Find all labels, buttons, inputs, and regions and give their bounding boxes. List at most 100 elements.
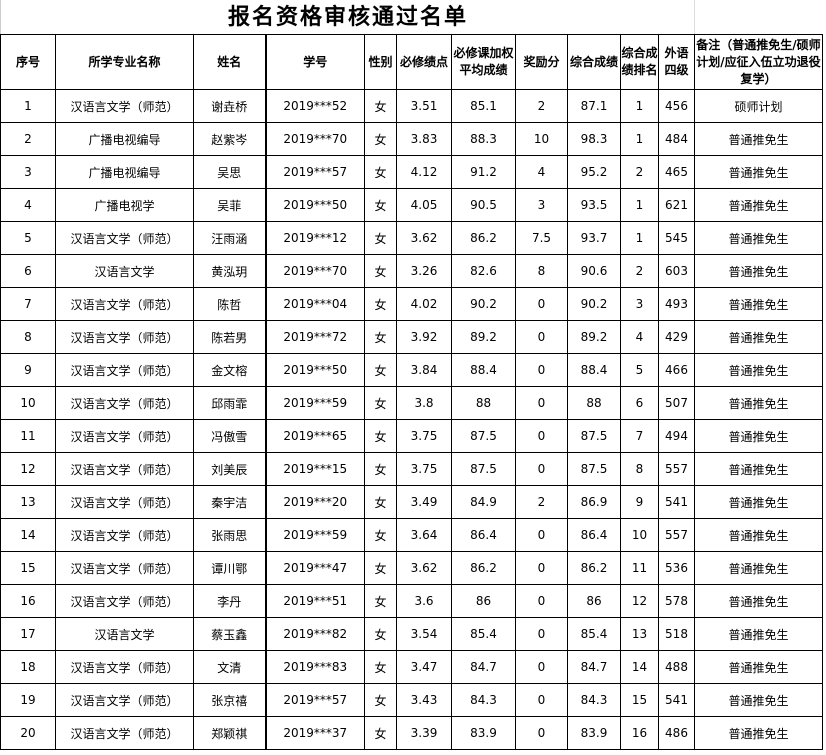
cell-note[interactable]: 普通推免生 [694,188,823,222]
cell-name[interactable]: 刘美辰 [193,452,267,486]
cell-gpa[interactable]: 3.64 [396,518,452,552]
cell-note[interactable]: 普通推免生 [694,485,823,519]
cell-student-id[interactable]: 2019***57 [265,683,365,717]
cell-student-id[interactable]: 2019***50 [265,188,365,222]
cell-name[interactable]: 蔡玉鑫 [193,617,267,651]
cell-note[interactable]: 普通推免生 [694,650,823,684]
cell-rank[interactable]: 8 [620,452,659,486]
cell-note[interactable]: 普通推免生 [694,584,823,618]
cell-name[interactable]: 赵紫岑 [193,122,267,156]
cell-bonus[interactable]: 0 [515,287,568,321]
cell-major[interactable]: 汉语言文学 [55,254,194,288]
cell-rank[interactable]: 1 [620,122,659,156]
cell-cet4[interactable]: 557 [658,518,695,552]
cell-rank[interactable]: 1 [620,188,659,222]
cell-cet4[interactable]: 488 [658,650,695,684]
cell-name[interactable]: 汪雨涵 [193,221,267,255]
cell-note[interactable]: 普通推免生 [694,122,823,156]
cell-gpa[interactable]: 3.62 [396,221,452,255]
cell-bonus[interactable]: 0 [515,518,568,552]
cell-gpa[interactable]: 3.84 [396,353,452,387]
cell-total-score[interactable]: 89.2 [567,320,621,354]
cell-major[interactable]: 汉语言文学（师范） [55,551,194,585]
cell-gpa[interactable]: 3.8 [396,386,452,420]
cell-rank[interactable]: 1 [620,89,659,123]
cell-rank[interactable]: 13 [620,617,659,651]
cell-cet4[interactable]: 536 [658,551,695,585]
cell-note[interactable]: 普通推免生 [694,353,823,387]
cell-note[interactable]: 普通推免生 [694,287,823,321]
cell-seq[interactable]: 2 [0,122,56,156]
cell-gpa[interactable]: 4.02 [396,287,452,321]
cell-gender[interactable]: 女 [364,221,397,255]
cell-gpa[interactable]: 3.43 [396,683,452,717]
cell-cet4[interactable]: 578 [658,584,695,618]
cell-seq[interactable]: 17 [0,617,56,651]
cell-bonus[interactable]: 0 [515,320,568,354]
cell-rank[interactable]: 14 [620,650,659,684]
cell-bonus[interactable]: 0 [515,683,568,717]
cell-note[interactable]: 普通推免生 [694,617,823,651]
cell-major[interactable]: 汉语言文学（师范） [55,287,194,321]
cell-major[interactable]: 汉语言文学（师范） [55,650,194,684]
cell-total-score[interactable]: 95.2 [567,155,621,189]
cell-seq[interactable]: 3 [0,155,56,189]
cell-gender[interactable]: 女 [364,155,397,189]
cell-student-id[interactable]: 2019***04 [265,287,365,321]
cell-bonus[interactable]: 0 [515,584,568,618]
cell-student-id[interactable]: 2019***47 [265,551,365,585]
cell-name[interactable]: 李丹 [193,584,267,618]
cell-name[interactable]: 黄泓玥 [193,254,267,288]
cell-rank[interactable]: 2 [620,155,659,189]
cell-rank[interactable]: 15 [620,683,659,717]
cell-major[interactable]: 汉语言文学（师范） [55,353,194,387]
cell-major[interactable]: 广播电视编导 [55,155,194,189]
cell-note[interactable]: 普通推免生 [694,221,823,255]
cell-name[interactable]: 陈哲 [193,287,267,321]
cell-weighted-avg[interactable]: 89.2 [451,320,516,354]
cell-seq[interactable]: 13 [0,485,56,519]
cell-gpa[interactable]: 3.92 [396,320,452,354]
cell-student-id[interactable]: 2019***37 [265,716,365,750]
cell-student-id[interactable]: 2019***20 [265,485,365,519]
cell-cet4[interactable]: 507 [658,386,695,420]
cell-total-score[interactable]: 83.9 [567,716,621,750]
cell-note[interactable]: 普通推免生 [694,419,823,453]
cell-seq[interactable]: 6 [0,254,56,288]
cell-gpa[interactable]: 3.62 [396,551,452,585]
cell-bonus[interactable]: 0 [515,353,568,387]
cell-total-score[interactable]: 88.4 [567,353,621,387]
cell-seq[interactable]: 19 [0,683,56,717]
cell-note[interactable]: 普通推免生 [694,155,823,189]
cell-note[interactable]: 普通推免生 [694,518,823,552]
cell-student-id[interactable]: 2019***70 [265,122,365,156]
cell-rank[interactable]: 1 [620,221,659,255]
cell-major[interactable]: 汉语言文学（师范） [55,683,194,717]
cell-rank[interactable]: 16 [620,716,659,750]
cell-total-score[interactable]: 85.4 [567,617,621,651]
cell-cet4[interactable]: 557 [658,452,695,486]
cell-major[interactable]: 汉语言文学 [55,617,194,651]
cell-cet4[interactable]: 429 [658,320,695,354]
cell-rank[interactable]: 12 [620,584,659,618]
cell-note[interactable]: 普通推免生 [694,320,823,354]
cell-bonus[interactable]: 4 [515,155,568,189]
cell-rank[interactable]: 9 [620,485,659,519]
cell-name[interactable]: 冯傲雪 [193,419,267,453]
cell-note[interactable]: 普通推免生 [694,452,823,486]
cell-bonus[interactable]: 0 [515,716,568,750]
cell-bonus[interactable]: 7.5 [515,221,568,255]
cell-gender[interactable]: 女 [364,188,397,222]
cell-total-score[interactable]: 84.7 [567,650,621,684]
cell-bonus[interactable]: 8 [515,254,568,288]
cell-seq[interactable]: 11 [0,419,56,453]
cell-seq[interactable]: 12 [0,452,56,486]
cell-bonus[interactable]: 0 [515,452,568,486]
cell-note[interactable]: 普通推免生 [694,716,823,750]
cell-name[interactable]: 金文榕 [193,353,267,387]
cell-gender[interactable]: 女 [364,452,397,486]
cell-weighted-avg[interactable]: 87.5 [451,419,516,453]
cell-gpa[interactable]: 3.47 [396,650,452,684]
cell-rank[interactable]: 5 [620,353,659,387]
cell-bonus[interactable]: 2 [515,89,568,123]
